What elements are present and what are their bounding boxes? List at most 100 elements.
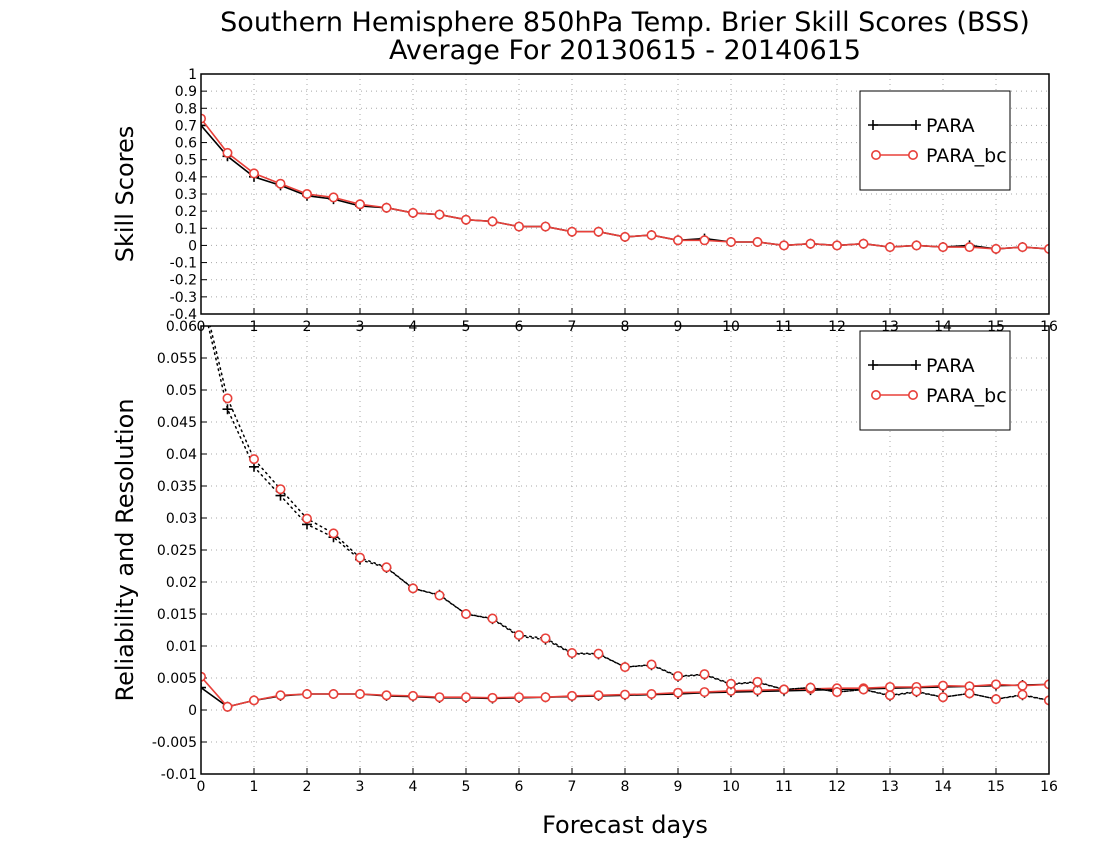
- data-point-plus: [201, 682, 206, 693]
- data-point-circle: [831, 687, 842, 698]
- y-tick-label: 0.04: [166, 447, 197, 463]
- x-tick-label: 5: [462, 779, 471, 795]
- data-point-circle: [805, 682, 816, 693]
- data-point-circle: [858, 684, 869, 695]
- y-tick-label: 0.02: [166, 575, 197, 591]
- y-tick-label: 0.7: [175, 118, 197, 134]
- data-point-circle: [513, 221, 524, 232]
- data-point-circle: [301, 688, 312, 699]
- data-point-circle: [434, 590, 445, 601]
- data-point-circle: [275, 178, 286, 189]
- x-tick-label: 10: [722, 779, 740, 795]
- x-tick-label: 15: [987, 779, 1005, 795]
- data-point-circle: [831, 240, 842, 251]
- data-point-circle: [1044, 679, 1049, 690]
- data-point-circle: [990, 694, 1001, 705]
- data-point-circle: [937, 692, 948, 703]
- data-point-circle: [858, 238, 869, 249]
- data-point-circle: [275, 690, 286, 701]
- x-tick-label: 4: [409, 779, 418, 795]
- data-point-circle: [460, 692, 471, 703]
- data-point-circle: [1017, 689, 1028, 700]
- y-tick-label: -0.2: [170, 273, 197, 289]
- x-tick-label: 9: [674, 779, 683, 795]
- data-point-circle: [646, 230, 657, 241]
- legend-label: PARA_bc: [926, 385, 1007, 407]
- y-tick-label: 0.1: [175, 221, 197, 237]
- data-point-circle: [540, 633, 551, 644]
- data-point-circle: [672, 687, 683, 698]
- data-point-circle: [222, 393, 233, 404]
- legend-label: PARA_bc: [926, 145, 1007, 167]
- data-point-circle: [381, 690, 392, 701]
- data-point-circle: [911, 686, 922, 697]
- data-point-circle: [487, 613, 498, 624]
- y-tick-label: 1: [188, 67, 197, 83]
- legend-label: PARA: [926, 355, 975, 377]
- data-point-circle: [381, 202, 392, 213]
- legend-label: PARA: [926, 115, 975, 137]
- data-point-circle: [275, 484, 286, 495]
- data-point-circle: [725, 237, 736, 248]
- data-point-circle: [407, 690, 418, 701]
- y-tick-label: 0.2: [175, 204, 197, 220]
- legend-marker-plus: [868, 120, 878, 130]
- data-point-circle: [328, 192, 339, 203]
- data-point-circle: [619, 662, 630, 673]
- skill-scores-panel: -0.4-0.3-0.2-0.100.10.20.30.40.50.60.70.…: [111, 67, 1058, 335]
- legend-marker-plus: [868, 360, 878, 370]
- data-point-circle: [884, 690, 895, 701]
- data-point-circle: [407, 207, 418, 218]
- y-tick-label: 0.01: [166, 639, 197, 655]
- data-point-circle: [699, 669, 710, 680]
- legend-marker-plus: [911, 360, 921, 370]
- data-point-plus: [222, 404, 233, 415]
- y-tick-label: 0.015: [157, 607, 197, 623]
- data-point-circle: [699, 687, 710, 698]
- data-point-circle: [593, 226, 604, 237]
- data-point-circle: [990, 679, 1001, 690]
- data-point-circle: [249, 168, 260, 179]
- data-point-circle: [566, 648, 577, 659]
- x-tick-label: 12: [828, 779, 846, 795]
- y-tick-label: 0: [188, 238, 197, 254]
- plot-frame: [200, 73, 1050, 315]
- y-axis-title: Reliability and Resolution: [111, 398, 139, 701]
- data-point-circle: [964, 688, 975, 699]
- y-tick-label: 0.005: [157, 671, 197, 687]
- y-tick-label: 0.05: [166, 383, 197, 399]
- x-tick-label: 6: [515, 779, 524, 795]
- data-point-circle: [434, 209, 445, 220]
- data-point-circle: [222, 147, 233, 158]
- x-tick-label: 0: [197, 779, 206, 795]
- data-point-circle: [434, 692, 445, 703]
- x-tick-label: 1: [250, 779, 259, 795]
- data-point-circle: [752, 676, 763, 687]
- y-axis-title: Skill Scores: [111, 126, 139, 263]
- y-tick-label: 0.5: [175, 153, 197, 169]
- data-point-circle: [1017, 242, 1028, 253]
- x-axis-title: Forecast days: [542, 811, 708, 839]
- data-point-circle: [672, 671, 683, 682]
- data-point-circle: [487, 216, 498, 227]
- data-point-plus: [201, 120, 206, 131]
- y-tick-label: 0.8: [175, 101, 197, 117]
- data-point-circle: [778, 684, 789, 695]
- data-point-circle: [1044, 695, 1049, 706]
- data-point-circle: [937, 680, 948, 691]
- data-point-circle: [593, 648, 604, 659]
- y-tick-label: 0.035: [157, 479, 197, 495]
- figure-title-line1: Southern Hemisphere 850hPa Temp. Brier S…: [220, 7, 1030, 38]
- data-point-circle: [249, 454, 260, 465]
- data-point-circle: [619, 689, 630, 700]
- y-tick-label: 0: [188, 703, 197, 719]
- data-point-circle: [222, 701, 233, 712]
- y-tick-label: 0.03: [166, 511, 197, 527]
- legend-box: [859, 330, 1011, 431]
- x-tick-label: 2: [303, 779, 312, 795]
- series-layer: [201, 113, 1049, 254]
- x-tick-label: 8: [621, 779, 630, 795]
- data-point-circle: [1017, 680, 1028, 691]
- y-tick-label: -0.005: [152, 735, 197, 751]
